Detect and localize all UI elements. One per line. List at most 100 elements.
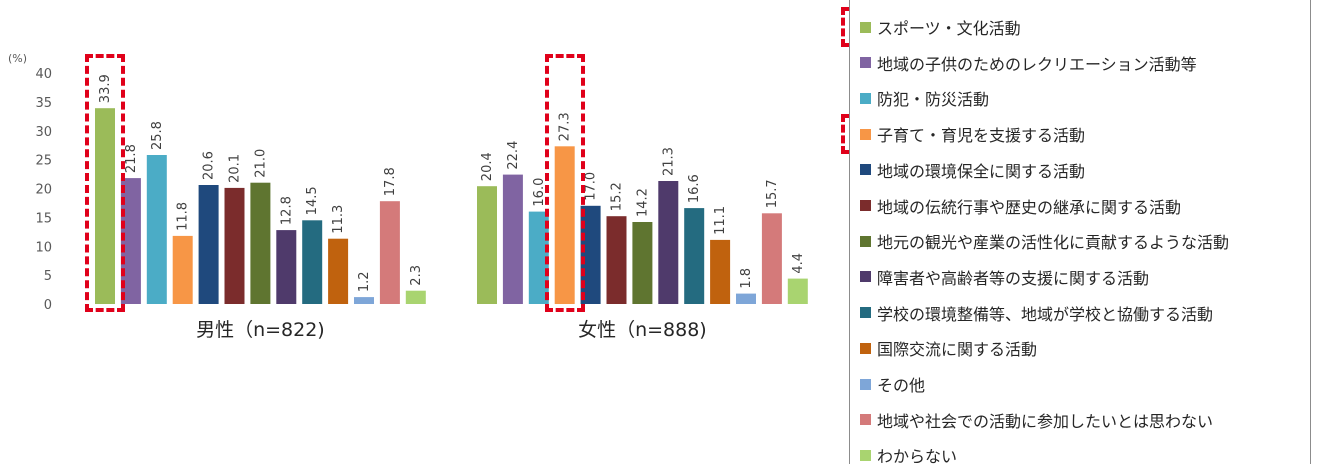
y-tick-label: 15 [35,211,52,226]
legend-swatch [860,200,871,211]
legend-item: 地域の伝統行事や歴史の継承に関する活動 [860,195,1181,217]
y-axis-unit-label: (%) [8,52,27,65]
value-label: 16.6 [687,174,702,203]
legend-label: 地域の伝統行事や歴史の継承に関する活動 [877,197,1182,217]
legend-item: わからない [860,444,957,466]
legend-label: 地域や社会での活動に参加したいとは思わない [877,411,1214,431]
bar [632,222,653,304]
y-tick-label: 10 [35,240,52,255]
legend-item: その他 [860,373,925,395]
bar [95,108,115,304]
legend-label: 国際交流に関する活動 [877,340,1038,360]
bar-chart: (%) 0 5 10 15 20 25 30 35 40 33.9 21.8 25.8 11.8 20.… [8,52,808,341]
value-label: 21.0 [253,149,268,178]
bar [736,293,756,304]
bar [606,216,627,304]
legend-label: 子育て・育児を支援する活動 [877,126,1086,146]
y-axis-ticks: 0 5 10 15 20 25 30 35 40 [35,67,52,313]
legend-swatch [860,57,871,69]
value-label: 25.8 [150,121,165,150]
legend-swatch [860,414,871,426]
chart-legend: スポーツ・文化活動地域の子供のためのレクリエーション活動等 防犯・防災活動子育て・… [849,0,1311,466]
value-label: 27.3 [558,112,573,141]
legend-item: スポーツ・文化活動 [860,16,1021,38]
value-label: 20.1 [228,154,243,183]
legend-swatch [860,271,871,283]
value-label: 16.0 [532,178,547,207]
bar [710,239,731,304]
legend-item: 学校の環境整備等、地域が学校と協働する活動 [860,302,1213,324]
category-label: 女性（n=888) [578,319,707,341]
bar [528,211,549,304]
bar [477,186,497,304]
y-tick-label: 35 [35,96,52,111]
legend-item: 子育て・育児を支援する活動 [860,123,1085,145]
value-label: 4.4 [791,253,806,274]
legend-label: 地域の子供のためのレクリエーション活動等 [877,54,1197,74]
value-label: 21.3 [661,147,676,176]
value-label: 17.8 [383,167,398,196]
bar [502,174,523,304]
legend-swatch [860,307,871,319]
bar-series [95,108,808,304]
value-label: 11.8 [176,202,191,231]
legend-item: 地域の子供のためのレクリエーション活動等 [860,52,1197,74]
value-label: 22.4 [506,141,521,170]
y-tick-label: 40 [35,67,52,82]
bar [120,178,141,304]
bar [146,155,167,304]
bar [761,213,782,304]
value-label: 12.8 [279,196,294,225]
value-label: 14.2 [635,188,650,217]
value-label: 2.3 [409,265,424,286]
legend-label: 学校の環境整備等、地域が学校と協働する活動 [877,304,1214,324]
legend-item: 障害者や高齢者等の支援に関する活動 [860,266,1149,288]
value-label: 11.1 [713,206,728,235]
legend-label: 防犯・防災活動 [877,90,990,110]
value-label: 20.4 [480,152,495,181]
category-label: 男性（n=822) [196,319,325,341]
value-label: 15.7 [765,179,780,208]
legend-label: その他 [877,376,926,395]
legend-swatch [860,21,871,33]
bar [554,146,575,304]
bar [379,201,400,304]
bar [250,182,271,304]
bar [684,208,705,304]
legend-item: 地域や社会での活動に参加したいとは思わない [860,409,1213,431]
category-labels: 男性（n=822) 女性（n=888) [196,319,707,341]
bar [328,238,349,304]
value-labels: 33.9 21.8 25.8 11.8 20.6 20.1 21.0 12.8 14.5 11.3… [98,74,806,292]
y-tick-label: 30 [35,125,52,140]
value-label: 1.2 [357,271,372,292]
legend-swatch [860,164,871,176]
legend-swatch [860,342,871,354]
value-label: 21.8 [124,144,139,173]
legend-swatch [860,235,871,247]
legend-label: わからない [877,447,958,467]
value-label: 14.5 [305,186,320,215]
bar [198,185,219,304]
y-tick-label: 25 [35,154,52,169]
legend-swatch [860,128,871,140]
legend-item: 防犯・防災活動 [860,87,989,109]
legend-item: 国際交流に関する活動 [860,337,1037,359]
legend-swatch [860,449,871,461]
y-tick-label: 5 [44,269,52,284]
bar [302,220,323,304]
bar [787,278,808,304]
bar [405,290,426,304]
value-label: 33.9 [98,74,113,103]
value-label: 17.0 [584,172,599,201]
bar [580,205,601,304]
legend-item: 地元の観光や産業の活性化に貢献するような活動 [860,230,1229,252]
legend-label: 地元の観光や産業の活性化に貢献するような活動 [877,233,1230,253]
value-label: 1.8 [739,268,754,289]
value-label: 11.3 [331,205,346,234]
legend-label: 地域の環境保全に関する活動 [877,161,1086,181]
bar [276,230,297,304]
bar [658,181,679,304]
bar [224,187,245,304]
legend-swatch [860,378,871,390]
y-tick-label: 20 [35,183,52,198]
